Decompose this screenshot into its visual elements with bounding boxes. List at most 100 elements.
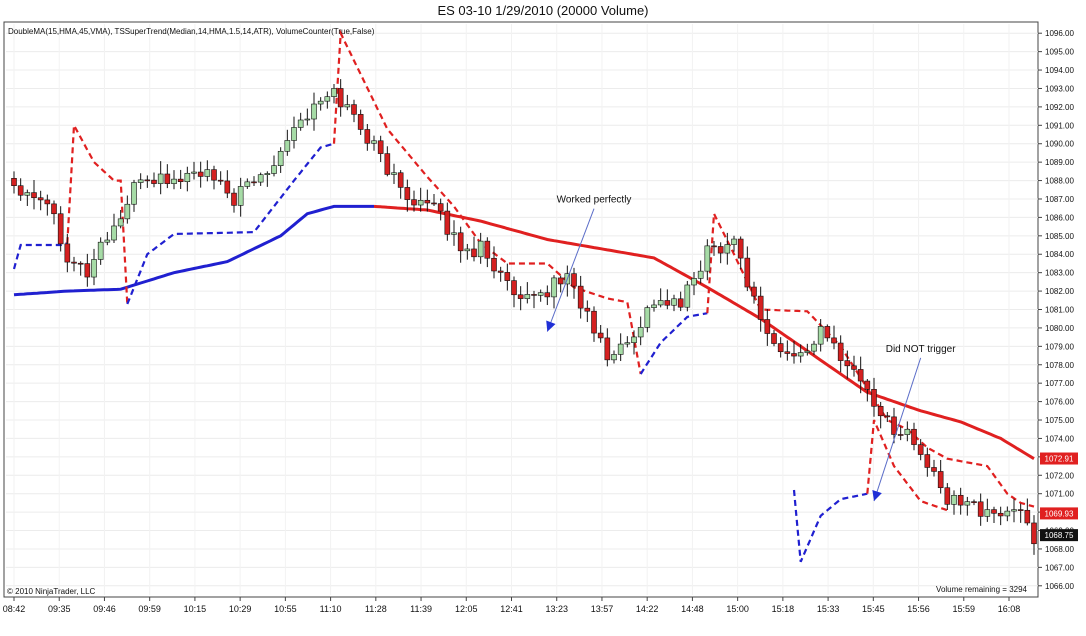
candle-up: [391, 172, 397, 175]
candle-up: [171, 178, 177, 184]
price-label-text: 1068.75: [1045, 531, 1074, 540]
candle-up: [184, 172, 191, 183]
vma-blue-line: [13, 204, 374, 297]
candle-down: [484, 240, 491, 259]
x-tick-label: 10:29: [229, 604, 252, 614]
candle-down: [877, 406, 884, 417]
candle-up: [291, 127, 297, 141]
candle-up: [324, 96, 331, 102]
candle-down: [437, 203, 444, 212]
candle-up: [24, 192, 31, 196]
x-tick-label: 10:55: [274, 604, 297, 614]
hma-red-line: [373, 204, 1035, 460]
candle-up: [651, 304, 657, 308]
candle-down: [31, 192, 37, 199]
candle-up: [537, 292, 544, 296]
candle-down: [791, 353, 797, 357]
candle-down: [711, 245, 717, 248]
candle-up: [1004, 510, 1011, 517]
candle-down: [37, 197, 44, 201]
supertrend-down: [866, 419, 948, 512]
y-tick-label: 1066.00: [1045, 582, 1074, 591]
candle-down: [997, 512, 1004, 517]
candle-down: [737, 238, 744, 259]
candle-up: [284, 140, 291, 152]
candle-down: [991, 509, 997, 514]
x-tick-label: 09:59: [138, 604, 161, 614]
candle-up: [951, 494, 957, 505]
candle-down: [571, 273, 577, 287]
candle-up: [804, 350, 811, 353]
y-tick-label: 1092.00: [1045, 103, 1074, 112]
candle-down: [497, 270, 504, 273]
candle-down: [64, 243, 71, 263]
candle-down: [884, 415, 891, 418]
price-label-box: [1040, 507, 1078, 520]
candle-up: [111, 225, 117, 241]
candle-up: [91, 259, 97, 278]
candle-down: [164, 173, 171, 184]
candle-down: [864, 380, 871, 390]
y-tick-label: 1076.00: [1045, 398, 1074, 407]
candle-up: [244, 181, 251, 187]
x-tick-label: 13:23: [545, 604, 568, 614]
candle-up: [331, 88, 337, 97]
candle-down: [444, 210, 451, 235]
candle-down: [597, 332, 604, 339]
y-tick-label: 1090.00: [1045, 140, 1074, 149]
candle-up: [964, 501, 971, 506]
candle-up: [644, 307, 651, 328]
candle-down: [971, 501, 977, 503]
candle-down: [504, 272, 511, 281]
candle-down: [517, 294, 524, 299]
candle-up: [297, 119, 304, 128]
price-labels: 1072.91 1069.93 1068.75: [1040, 452, 1078, 542]
y-axis: 1066.001067.001068.001069.001070.001071.…: [1038, 29, 1074, 591]
candle-up: [117, 218, 124, 227]
y-tick-label: 1084.00: [1045, 250, 1074, 259]
candle-down: [151, 179, 157, 184]
price-label-text: 1072.91: [1045, 455, 1074, 464]
candle-up: [417, 199, 424, 206]
candle-down: [17, 185, 24, 196]
indicator-label: DoubleMA(15,HMA,45,VMA), TSSuperTrend(Me…: [8, 27, 375, 36]
y-tick-label: 1080.00: [1045, 324, 1074, 333]
candle-down: [757, 295, 764, 320]
price-label-text: 1069.93: [1045, 509, 1074, 518]
candle-up: [191, 171, 197, 174]
candle-down: [1024, 509, 1031, 524]
candle-down: [337, 88, 344, 108]
candle-down: [11, 178, 17, 186]
candle-down: [591, 310, 597, 334]
candle-down: [831, 337, 837, 344]
candle-up: [104, 239, 111, 243]
candle-up: [157, 173, 164, 184]
candle-up: [904, 428, 911, 435]
candle-up: [797, 352, 804, 357]
candle-up: [697, 270, 704, 279]
x-tick-label: 12:05: [455, 604, 478, 614]
candle-down: [577, 285, 584, 309]
candle-down: [511, 280, 517, 296]
candle-down: [824, 326, 831, 339]
candle-down: [431, 202, 437, 205]
y-tick-label: 1077.00: [1045, 379, 1074, 388]
volume-remaining-label: Volume remaining = 3294: [936, 585, 1028, 594]
candle-up: [524, 294, 531, 299]
candle-down: [224, 180, 231, 194]
y-tick-label: 1075.00: [1045, 416, 1074, 425]
candle-down: [924, 454, 931, 468]
candle-down: [491, 257, 497, 272]
candle-down: [957, 494, 964, 506]
x-tick-label: 10:15: [184, 604, 207, 614]
candle-up: [724, 244, 731, 254]
candle-up: [477, 240, 484, 258]
candle-down: [531, 294, 537, 296]
candle-up: [124, 203, 131, 220]
y-tick-label: 1079.00: [1045, 342, 1074, 351]
candle-down: [77, 262, 84, 265]
annotation-arrowhead: [546, 320, 556, 332]
candle-down: [211, 169, 217, 181]
candle-up: [371, 140, 377, 144]
